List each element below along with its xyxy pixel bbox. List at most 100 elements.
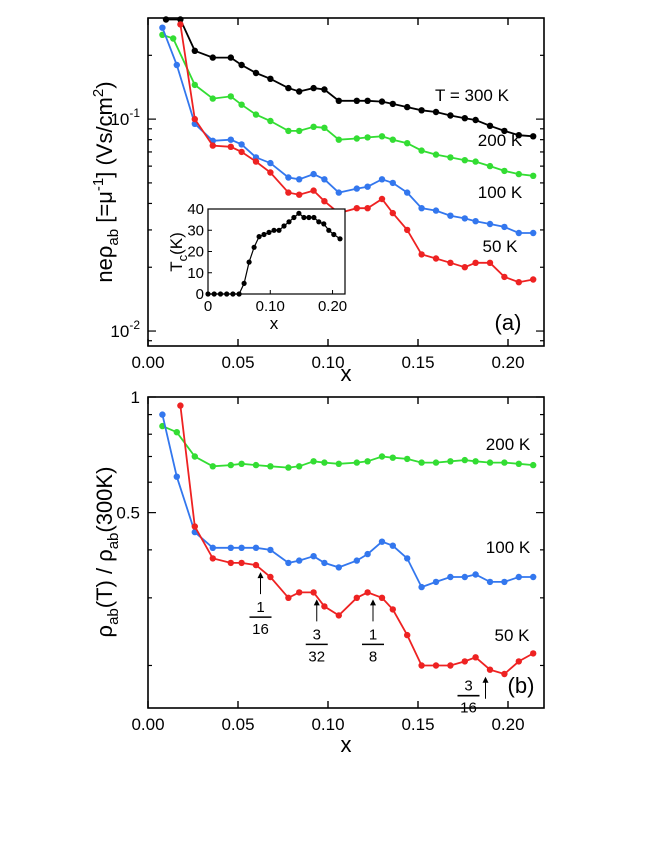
- panel-a-series-line: [162, 33, 534, 177]
- inset-x-ticks: 0 0.10 0.20: [204, 290, 347, 315]
- panel-a-data-point: [353, 205, 360, 212]
- panel-a-data-point: [238, 101, 245, 108]
- panel-a-data-point: [447, 212, 454, 219]
- inset-data-point: [256, 234, 262, 240]
- panel-b-data-point: [267, 546, 274, 554]
- panel-a-data-point: [486, 162, 494, 170]
- inset-x-label: x: [270, 314, 279, 333]
- panel-b-data-point: [418, 583, 425, 591]
- panel-a-data-point: [296, 191, 303, 198]
- panel-a-data-point: [267, 75, 274, 83]
- panel-a-data-point: [432, 151, 440, 158]
- panel-a-data-point: [353, 135, 360, 142]
- panel-a-data-point: [267, 117, 274, 125]
- annotation-arrow-head: [482, 676, 489, 683]
- panel-a-y-label-mid: [=μ: [92, 191, 117, 229]
- panel-b-data-point: [321, 459, 328, 466]
- panel-b-data-point: [321, 603, 328, 610]
- panel-a-data-point: [335, 189, 342, 196]
- panel-a-data-point: [364, 205, 371, 212]
- panel-a-series-labels: T = 300 K 200 K 100 K 50 K: [435, 86, 523, 256]
- inset-data-point: [291, 214, 297, 221]
- inset-x-tick-label: 0: [204, 298, 212, 315]
- inset-series: [205, 210, 343, 297]
- panel-a-data-point: [191, 47, 198, 54]
- inset-data-point: [261, 231, 267, 238]
- panel-b-x-tick-label: 0.15: [401, 715, 434, 734]
- panel-a-data-point: [447, 112, 454, 119]
- panel-a-y-label: neρab [=μ-1] (Vs/cm2): [90, 81, 122, 282]
- panel-a-data-point: [191, 81, 198, 89]
- panel-b-data-point: [173, 473, 180, 480]
- panel-b-data-point: [227, 544, 234, 551]
- inset-data-point: [230, 291, 236, 297]
- panel-a-data-point: [321, 86, 328, 93]
- panel-b-data-point: [321, 559, 328, 567]
- panel-b-data-point: [461, 573, 468, 581]
- panel-b-data-point: [515, 460, 522, 467]
- panel-a-data-point: [364, 183, 371, 190]
- panel-b-data-point: [335, 564, 342, 571]
- panel-a-data-point: [378, 195, 386, 203]
- panel-a-data-point: [472, 259, 479, 266]
- panel-b-series-200-k: [159, 422, 537, 471]
- inset-data-point: [271, 227, 277, 233]
- panel-a-data-point: [515, 279, 522, 286]
- panel-b-data-point: [296, 557, 303, 564]
- inset-data-point: [236, 291, 242, 297]
- panel-b-data-point: [515, 658, 522, 665]
- panel-b-data-point: [353, 557, 360, 564]
- panel-a-data-point: [530, 276, 537, 283]
- annotation-arrow-head: [370, 599, 376, 606]
- panel-a-data-point: [335, 136, 342, 143]
- panel-b-series-line: [179, 405, 534, 676]
- panel-b-data-point: [378, 538, 386, 545]
- panel-b-data-point: [285, 559, 292, 567]
- panel-a-data-point: [177, 21, 184, 28]
- panel-a-series-t-300-k: [162, 16, 537, 140]
- inset-x-tick-label: 0.20: [318, 298, 347, 315]
- panel-a-y-label-sub: ab: [105, 229, 122, 246]
- inset-data-point: [311, 214, 317, 221]
- panel-a-data-point: [227, 93, 234, 100]
- annotation-numerator: 1: [369, 626, 377, 643]
- panel-a-data-point: [461, 215, 468, 222]
- panel-a-data-point: [209, 54, 216, 61]
- panel-b-annotation: 332: [305, 599, 328, 665]
- panel-a-data-point: [252, 158, 260, 165]
- panel-b-data-point: [285, 464, 292, 471]
- panel-b-data-point: [227, 461, 234, 469]
- panel-a-data-point: [238, 61, 245, 69]
- panel-b-data-point: [310, 553, 317, 560]
- panel-a-y-label-main: neρ: [92, 246, 117, 283]
- panel-b-data-point: [530, 461, 537, 469]
- panel-a-data-point: [472, 158, 479, 165]
- panel-a-data-point: [389, 136, 396, 143]
- panel-a-data-point: [209, 142, 216, 149]
- panel-b-data-point: [515, 573, 522, 581]
- inset-data-point: [281, 223, 287, 229]
- inset-y-label-sub: c: [175, 254, 190, 261]
- inset-data-point: [286, 219, 292, 225]
- panel-b-series-label: 100 K: [486, 538, 531, 557]
- panel-b-data-point: [389, 606, 396, 613]
- panel-a-data-point: [378, 176, 386, 183]
- panel-b-data-point: [364, 589, 371, 596]
- annotation-denominator: 16: [252, 621, 269, 638]
- panel-b-y-label-c: (T) / ρ: [92, 549, 117, 608]
- panel-a-data-point: [310, 123, 317, 130]
- panel-b-data-point: [472, 571, 479, 578]
- panel-b-data-point: [447, 662, 454, 669]
- y-tick-exp: -2: [129, 318, 140, 332]
- panel-a-data-point: [227, 143, 234, 150]
- panel-a-data-point: [418, 147, 425, 154]
- panel-b-label: (b): [508, 673, 535, 698]
- panel-a-series-label: 100 K: [478, 183, 523, 202]
- panel-a-data-point: [486, 122, 494, 129]
- panel-b-data-point: [238, 559, 245, 567]
- panel-b-data-point: [209, 555, 216, 562]
- panel-a-data-point: [310, 170, 317, 178]
- panel-b-data-point: [472, 458, 479, 465]
